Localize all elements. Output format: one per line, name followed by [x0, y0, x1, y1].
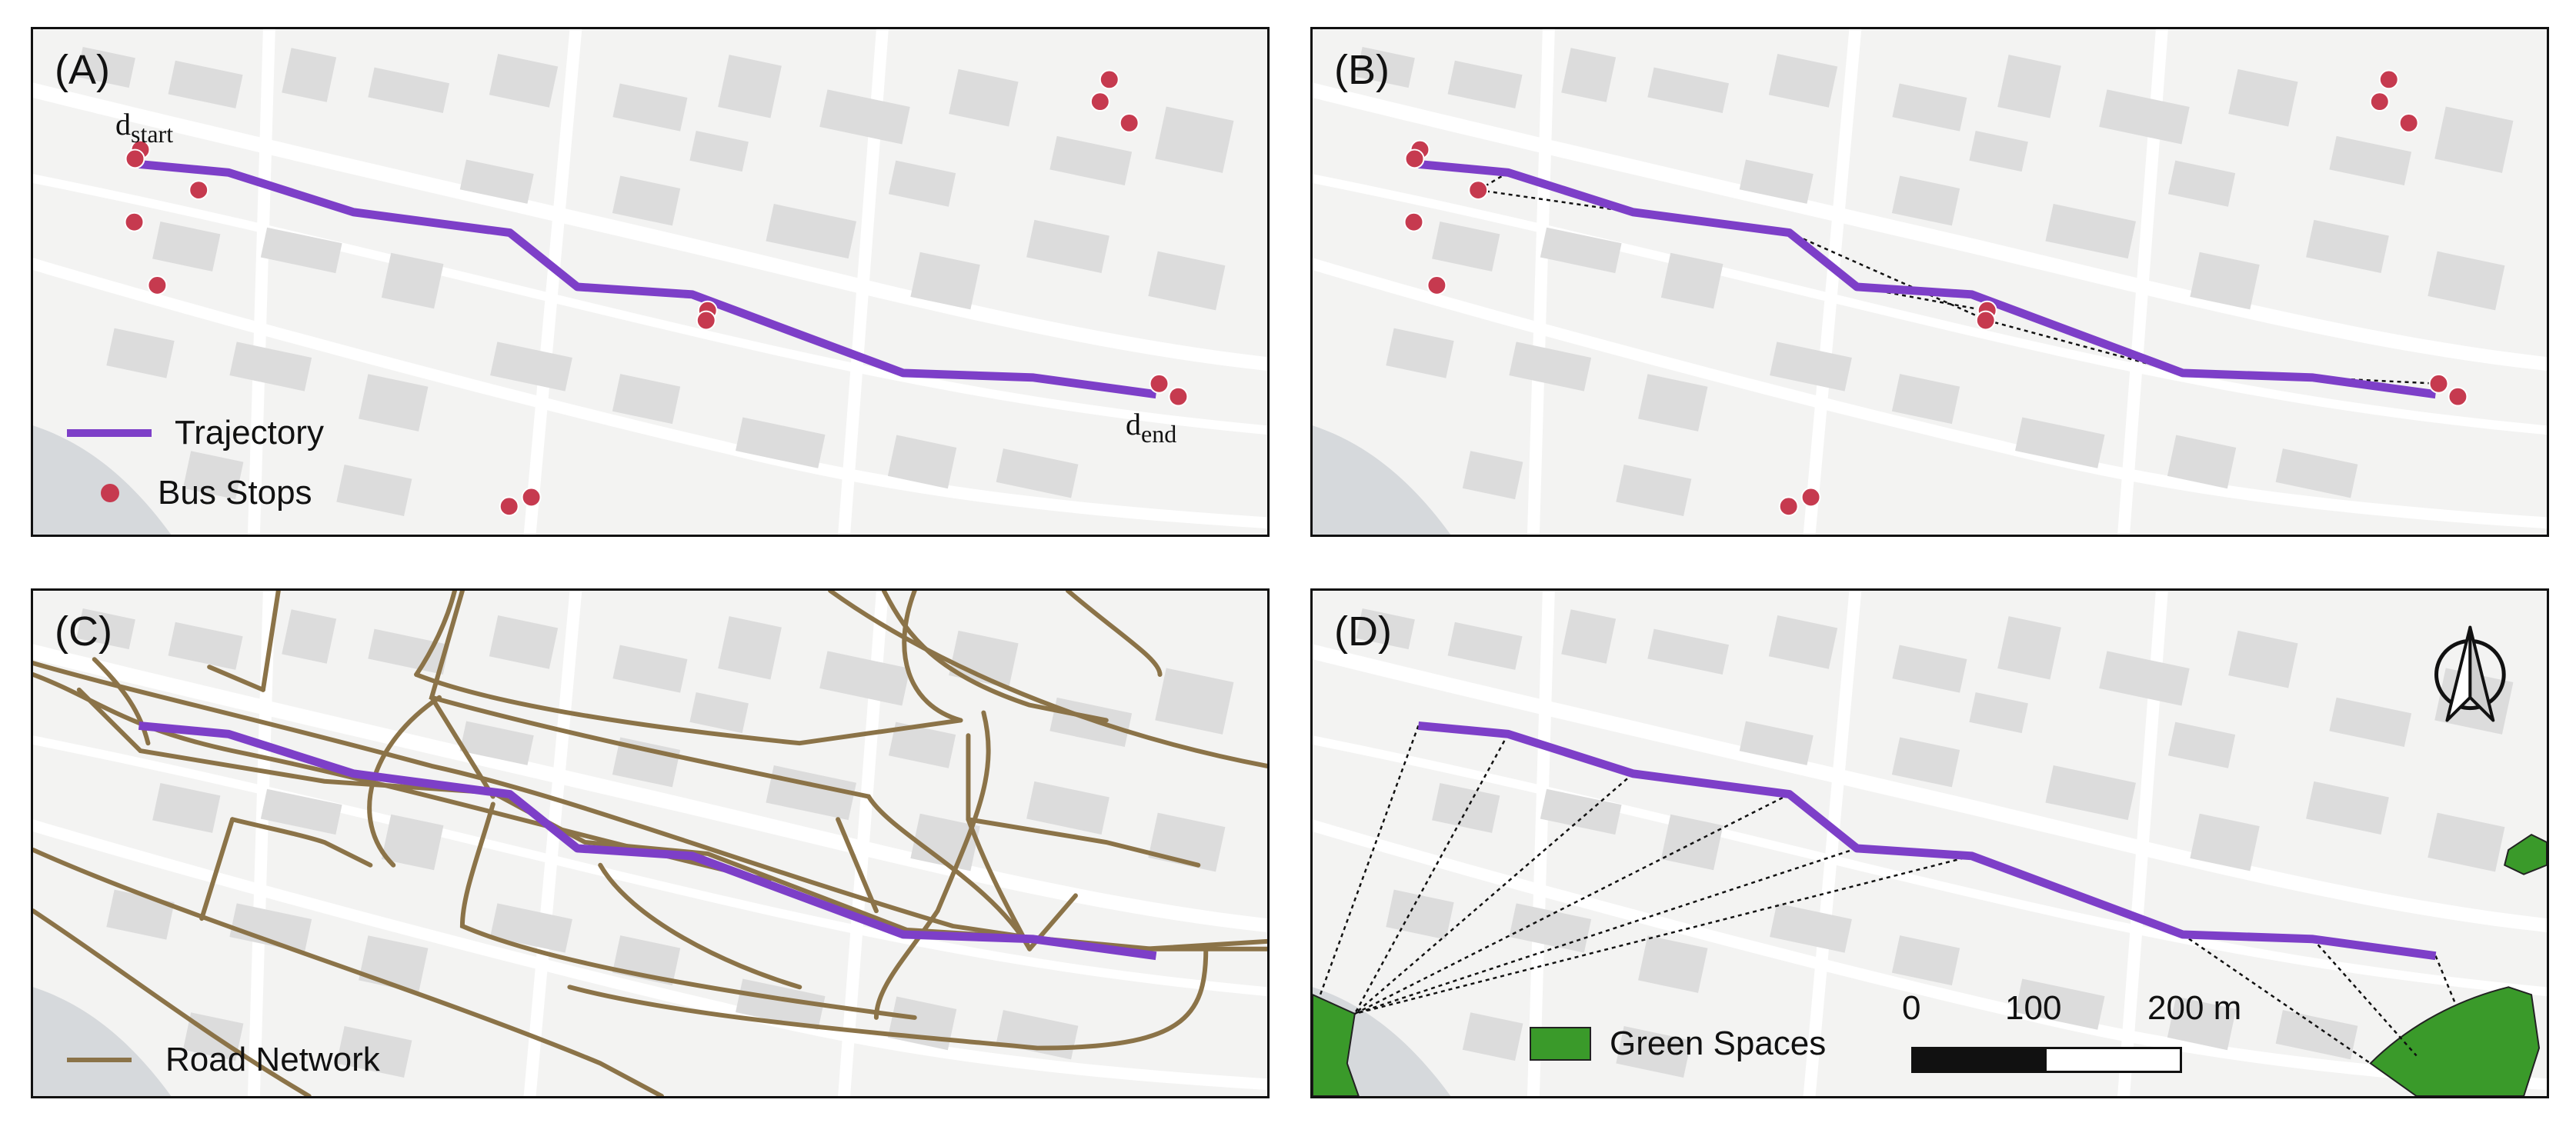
bus-stop	[1149, 373, 1170, 394]
legend-bus-stops-label: Bus Stops	[158, 474, 312, 512]
bus-stops	[1403, 69, 2468, 517]
trajectory-line	[1417, 159, 2437, 399]
legend-trajectory-label: Trajectory	[175, 414, 324, 452]
trajectory-line	[138, 721, 1157, 961]
panel-label: (A)	[55, 47, 110, 93]
trajectory-line	[138, 159, 1157, 399]
start-label: dstart	[115, 107, 174, 148]
bus-stop	[2448, 386, 2468, 407]
panel-a: (A) dstart dend Trajectory Bus Stops	[31, 27, 1270, 537]
legend-green-label: Green Spaces	[1610, 1025, 1827, 1062]
scale-label-0: 0	[1902, 989, 1921, 1027]
scale-bar-white	[2047, 1049, 2180, 1071]
bus-stop	[2369, 92, 2390, 112]
panel-d: (D) Green Spaces 0 100 200 m	[1310, 588, 2549, 1098]
green-space	[2369, 986, 2541, 1096]
bus-stops	[124, 69, 1189, 517]
trajectory-line	[1417, 721, 2437, 961]
bus-stop	[499, 496, 519, 517]
scale-bar-black	[1914, 1049, 2047, 1071]
legend-green-spaces: Green Spaces	[1530, 1025, 1826, 1063]
scale-label-100: 100	[2005, 989, 2062, 1027]
bus-stop	[147, 275, 168, 295]
bus-stop	[1119, 113, 1140, 133]
legend-bus-stop-swatch	[101, 484, 119, 502]
panel-label: (B)	[1334, 47, 1390, 93]
legend-road-network: Road Network	[67, 1041, 380, 1079]
bus-stop	[1800, 487, 1821, 508]
legend-bus-stops: Bus Stops	[67, 474, 312, 512]
green-space	[1313, 994, 1360, 1096]
green-space	[2504, 833, 2547, 875]
legend-trajectory: Trajectory	[67, 414, 324, 452]
bus-stop	[1099, 69, 1119, 90]
legend-road-swatch	[67, 1058, 132, 1062]
bus-stop	[2398, 113, 2419, 133]
north-arrow-icon	[2434, 625, 2506, 722]
bus-stop	[124, 212, 145, 232]
bus-stop	[1426, 275, 1447, 295]
distance-lines	[1319, 725, 2456, 1065]
legend-green-swatch	[1530, 1027, 1591, 1061]
bus-stop	[1404, 148, 1425, 169]
bus-stop	[1168, 386, 1189, 407]
green-spaces	[1313, 833, 2547, 1096]
bus-stop	[521, 487, 542, 508]
scale-label-200: 200 m	[2147, 989, 2242, 1027]
bus-stop	[1778, 496, 1799, 517]
bus-stop	[1403, 212, 1424, 232]
map-c	[33, 591, 1267, 1096]
map-b	[1313, 29, 2547, 535]
bus-stop	[2428, 373, 2449, 394]
end-label: dend	[1126, 407, 1177, 448]
bus-stop	[189, 180, 209, 200]
bus-stop	[125, 148, 145, 169]
bus-stop	[2378, 69, 2399, 90]
bus-stop	[1975, 310, 1996, 331]
panel-label: (C)	[55, 608, 112, 655]
map-a	[33, 29, 1267, 535]
map-d	[1313, 591, 2547, 1096]
panel-label: (D)	[1334, 608, 1392, 655]
legend-trajectory-swatch	[67, 429, 152, 437]
bus-stop	[1089, 92, 1110, 112]
legend-road-label: Road Network	[165, 1041, 380, 1078]
bus-stop	[1468, 180, 1489, 200]
panel-c: (C) Road Network	[31, 588, 1270, 1098]
scale-bar	[1911, 1047, 2182, 1073]
panel-b: (B)	[1310, 27, 2549, 537]
bus-stop	[696, 310, 716, 331]
